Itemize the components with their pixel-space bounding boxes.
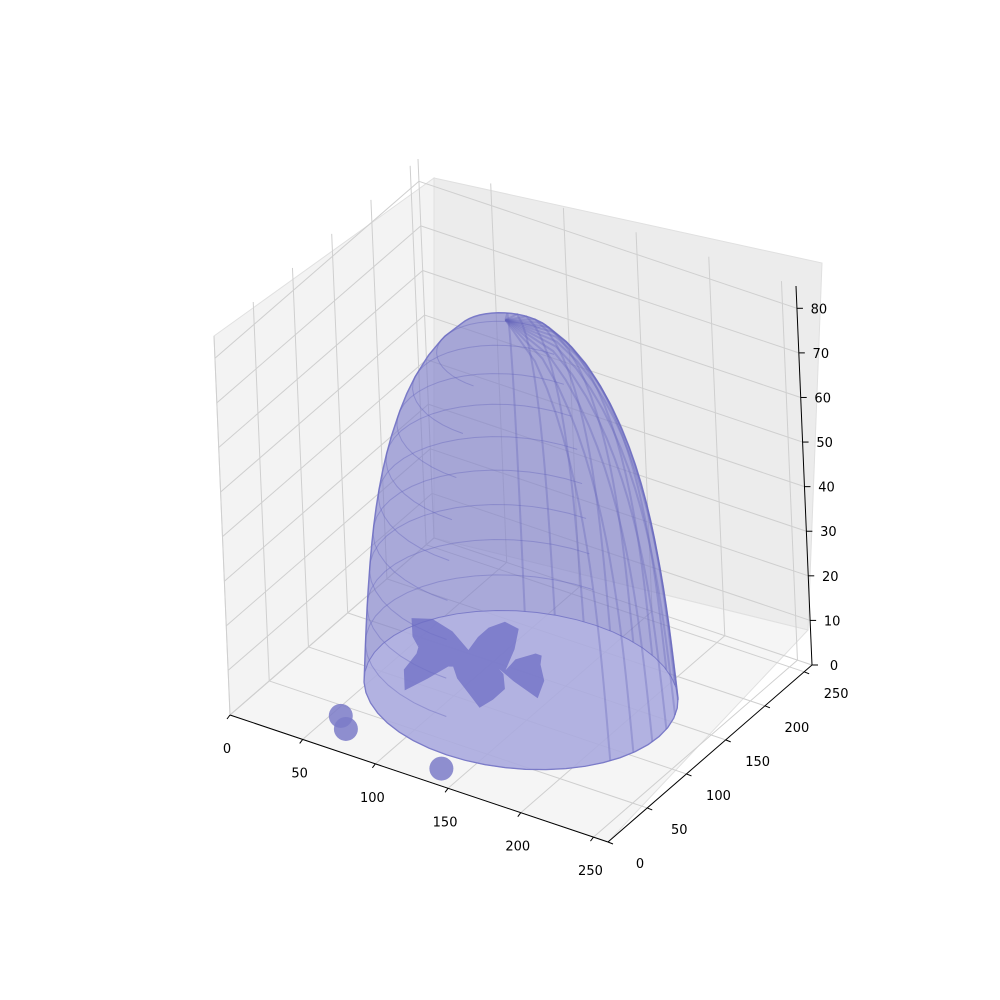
surface-streak: [505, 318, 676, 685]
x-tick: [444, 787, 449, 793]
surface-streak: [505, 318, 654, 656]
y-tick: [725, 739, 731, 743]
x-axis-line: [229, 714, 609, 843]
surface-streak: [505, 315, 585, 622]
x-tick: [299, 739, 304, 744]
y-tick-label: 150: [745, 755, 770, 770]
gridline-x-floor: [593, 659, 798, 838]
gridline-x-back: [780, 281, 798, 661]
z-tick-label: 20: [822, 570, 839, 585]
z-tick-label: 70: [813, 347, 830, 362]
surface-streak: [504, 312, 556, 616]
x-tick: [517, 812, 522, 817]
gridline-y-left: [331, 233, 349, 613]
y-tick-label: 50: [671, 823, 688, 838]
y-tick: [803, 671, 810, 675]
y-axis-line: [607, 664, 813, 843]
gridline-z-left: [214, 180, 420, 359]
surface-blob: [333, 716, 358, 741]
surface-blob: [429, 756, 454, 781]
surface-contour: [372, 469, 583, 601]
surface-base-cluster: [403, 618, 545, 708]
surface-streak: [504, 319, 668, 730]
gridline-z-left: [222, 359, 427, 538]
y-tick: [607, 841, 614, 845]
axes: 0 50 100 150 200 250 0 50 100 150 200 250 0 10 20 30 40 5…: [223, 285, 849, 879]
y-tick-label: 200: [785, 721, 810, 736]
surface-contour: [377, 436, 578, 561]
y-tick: [647, 807, 653, 811]
y-tick-label: 100: [706, 789, 731, 804]
gridline-y-left: [252, 301, 270, 681]
gridline-z-back: [422, 269, 801, 398]
z-tick-label: 40: [818, 481, 835, 496]
z-tick-label: 80: [811, 302, 828, 317]
gridline-y-left: [213, 335, 231, 716]
surface-plot: [328, 312, 679, 781]
z-axis-line: [795, 285, 813, 666]
surface-contour: [412, 344, 555, 434]
surface-streak: [505, 318, 635, 643]
gridline-z-left: [216, 225, 422, 404]
surface-contour: [436, 320, 541, 387]
surface-streak: [504, 319, 677, 716]
surface-contour: [368, 504, 587, 640]
x-tick: [226, 714, 231, 720]
gridline-z-left: [220, 314, 425, 493]
x-tick-label: 0: [223, 742, 231, 757]
gridline-x-back: [708, 256, 726, 636]
y-tick: [686, 773, 692, 777]
z-tick-label: 50: [816, 436, 833, 451]
z-tick-label: 0: [830, 659, 838, 674]
y-tick-label: 250: [824, 687, 849, 702]
z-tick-label: 60: [814, 391, 831, 406]
surface-streak: [504, 319, 612, 761]
x-tick-label: 50: [291, 766, 308, 781]
x-tick-label: 250: [578, 864, 603, 879]
x-tick-label: 200: [505, 840, 530, 855]
x-tick-label: 100: [360, 791, 385, 806]
surface-contour: [396, 373, 564, 479]
gridline-z-back: [420, 225, 799, 354]
z-tick-label: 10: [824, 614, 841, 629]
surface-streak: [504, 318, 679, 701]
surface-streak: [504, 319, 654, 742]
y-tick: [764, 705, 771, 709]
surface-streak: [505, 318, 668, 670]
gridline-z-left: [218, 270, 424, 448]
z-tick-label: 30: [820, 525, 837, 540]
x-tick-label: 150: [433, 815, 458, 830]
surface-contour: [366, 539, 590, 679]
gridline-z-back: [418, 180, 798, 309]
surface-streak: [504, 312, 526, 612]
surface-contour: [385, 403, 572, 521]
x-tick: [590, 836, 594, 842]
x-tick: [371, 763, 376, 769]
gridline-y-left: [291, 267, 309, 647]
surface-streak: [505, 318, 612, 631]
surface-streak: [504, 319, 635, 753]
y-tick-label: 0: [636, 857, 644, 872]
surface-contour: [364, 574, 593, 717]
